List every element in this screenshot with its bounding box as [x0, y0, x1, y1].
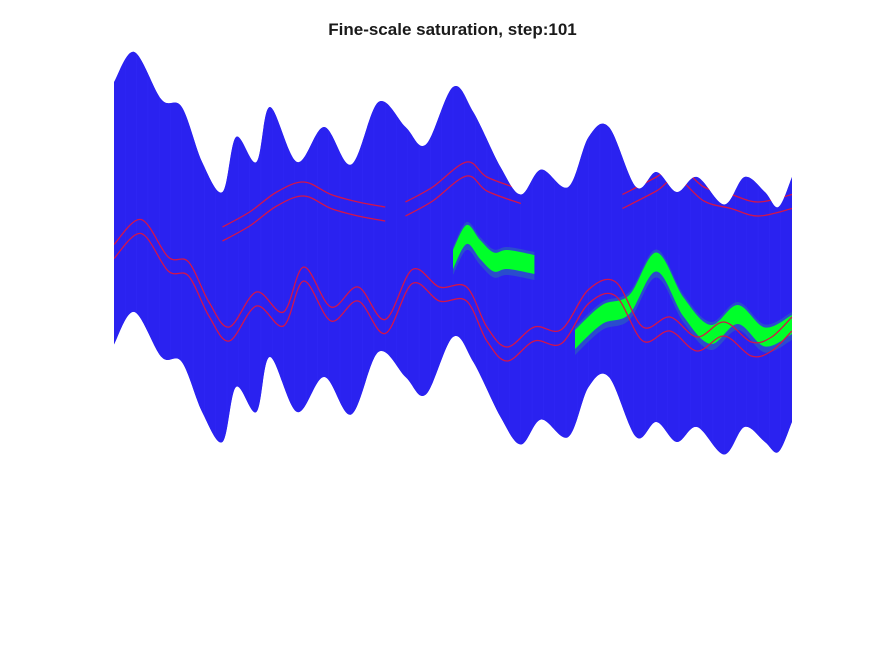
well-3-lower-line	[405, 175, 522, 217]
well-4-lower-line	[622, 177, 792, 217]
well-3-upper-line	[405, 161, 522, 203]
saturation-plume-1	[453, 224, 535, 274]
saturation-surface	[114, 51, 792, 455]
saturation-plume-2	[575, 252, 792, 349]
well-1-upper-line	[114, 218, 792, 348]
well-4-upper-line	[622, 163, 792, 203]
chart-title: Fine-scale saturation, step:101	[328, 20, 577, 39]
well-2-upper-line	[222, 181, 386, 228]
well-2-lower-line	[222, 195, 386, 242]
well-1-lower-line	[114, 232, 792, 362]
